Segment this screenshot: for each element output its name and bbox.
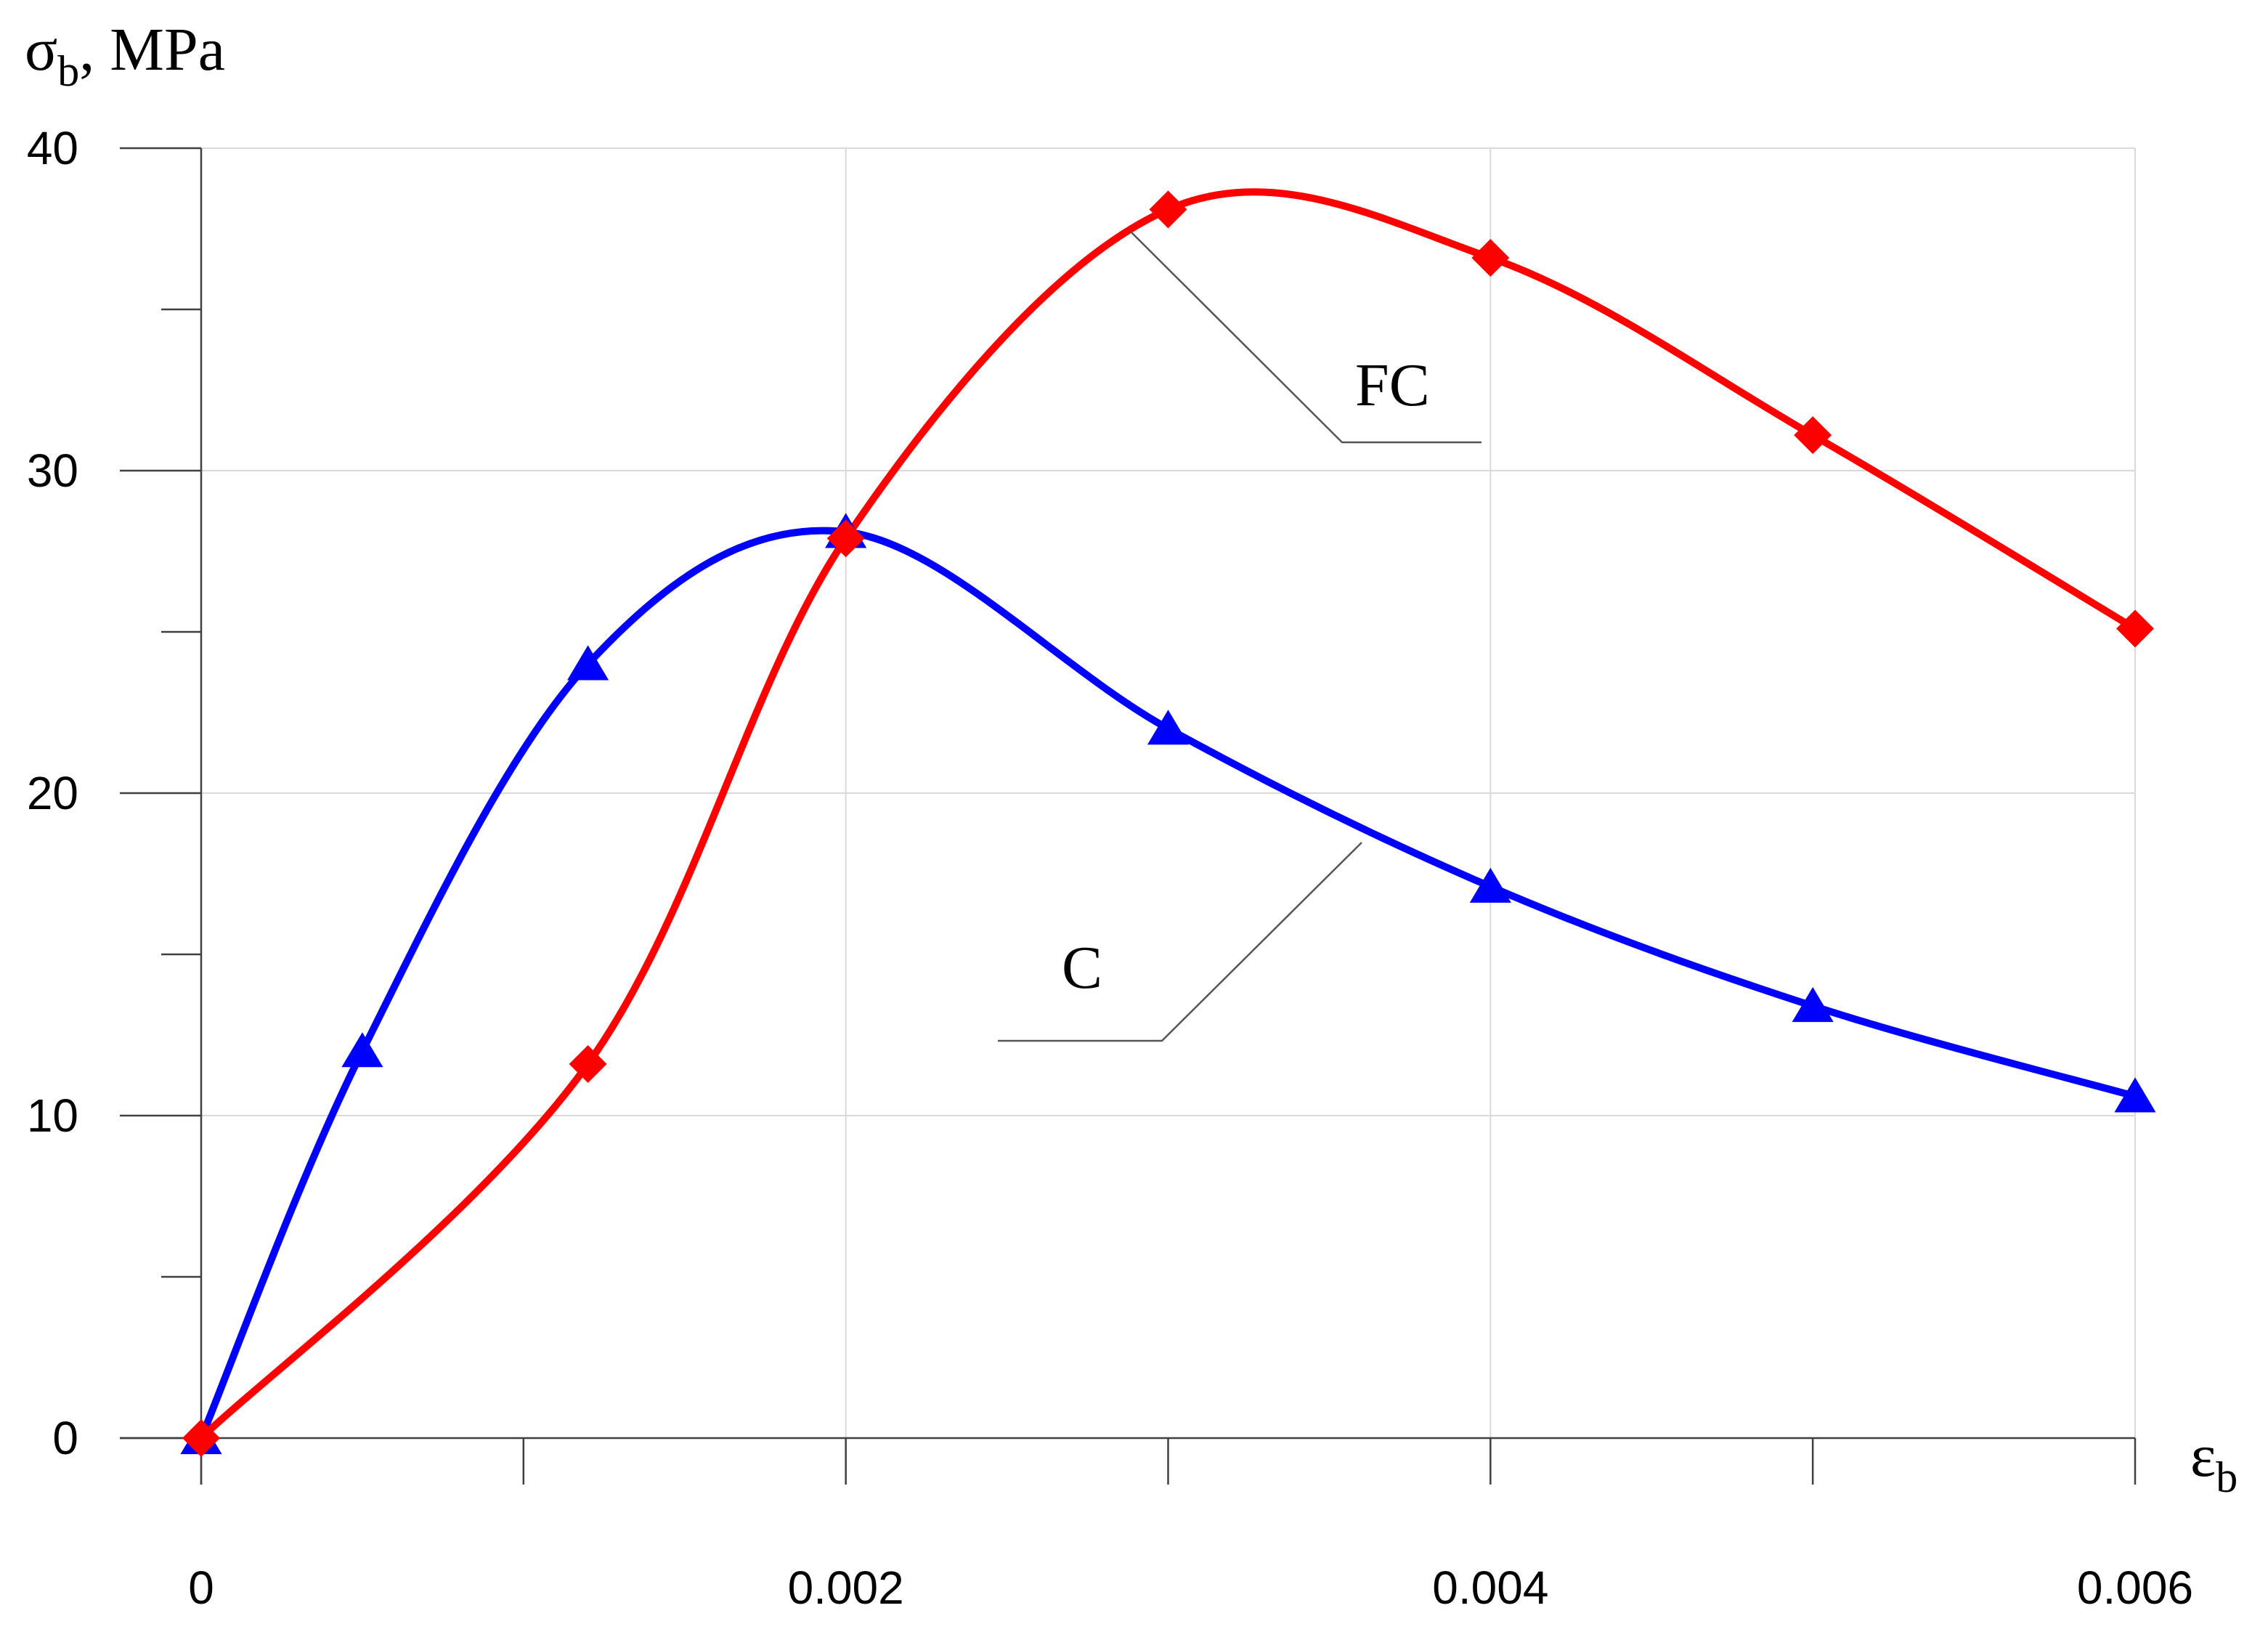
x-tick-label: 0.002	[788, 1562, 904, 1614]
series-leaders	[998, 230, 1481, 1042]
x-tick-label: 0.004	[1432, 1562, 1548, 1614]
x-axis-label-main: ε	[2190, 1422, 2216, 1490]
data-point-c	[2114, 1077, 2156, 1113]
leader-line-fc	[1129, 230, 1481, 444]
y-axis-label-sub: b	[57, 47, 79, 95]
y-tick-label: 30	[27, 444, 78, 497]
y-tick-label: 20	[27, 767, 78, 819]
leader-line-c	[998, 842, 1362, 1042]
data-point-c	[1469, 867, 1511, 903]
y-tick-label: 0	[52, 1412, 78, 1464]
data-point-c	[1147, 710, 1190, 745]
y-axis-label-main: σ	[25, 16, 57, 84]
data-point-fc	[569, 1044, 607, 1083]
data-point-c	[341, 1032, 383, 1068]
series-lines	[198, 188, 2139, 1442]
series-line-fc	[198, 188, 2139, 1442]
x-tick-label: 0	[188, 1562, 214, 1614]
data-point-fc	[1794, 416, 1832, 455]
data-point-fc	[826, 519, 865, 558]
data-point-fc	[182, 1419, 220, 1457]
y-tick-label: 40	[27, 122, 78, 174]
grid	[120, 147, 2136, 1438]
x-axis-label-sub: b	[2216, 1453, 2237, 1501]
series-markers	[180, 190, 2156, 1457]
x-axis-label: εb	[2190, 1422, 2237, 1501]
y-tick-label: 10	[27, 1089, 78, 1142]
data-point-c	[1792, 987, 1834, 1023]
data-point-fc	[1149, 190, 1187, 229]
data-point-fc	[1471, 238, 1510, 277]
ticks: 0 10 20 30 40 0 0.002 0.004 0.006	[27, 122, 2193, 1614]
x-tick-label: 0.006	[2077, 1562, 2193, 1614]
series-label-c: C	[1062, 934, 1102, 1002]
series-line-c	[198, 527, 2139, 1442]
axes	[120, 148, 2135, 1485]
y-axis-label: σb, MPa	[25, 16, 225, 95]
data-point-fc	[2116, 609, 2154, 648]
data-point-c	[567, 645, 609, 681]
series-label-fc: FC	[1355, 352, 1430, 419]
y-axis-label-suffix: , MPa	[79, 16, 225, 84]
